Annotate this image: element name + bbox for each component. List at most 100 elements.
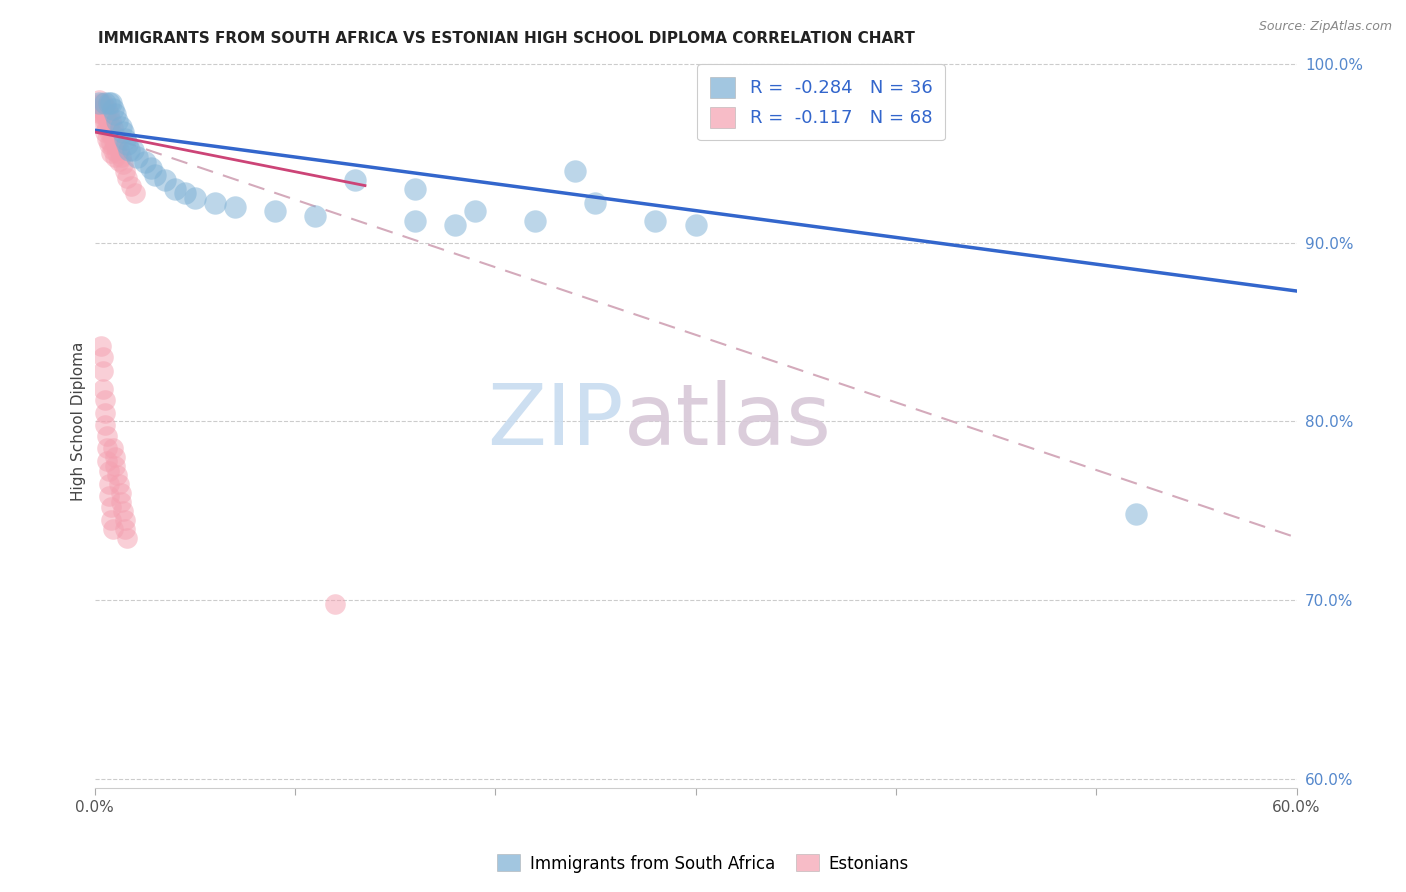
Point — [1125, 508, 1147, 522]
Point — [100, 146, 122, 161]
Point — [115, 531, 138, 545]
Point — [91, 107, 114, 121]
Point — [444, 218, 467, 232]
Point — [107, 153, 129, 168]
Point — [110, 120, 132, 134]
Point — [204, 196, 226, 211]
Point — [115, 171, 138, 186]
Point — [100, 136, 122, 150]
Point — [97, 107, 120, 121]
Point — [404, 182, 426, 196]
Point — [224, 200, 246, 214]
Point — [153, 173, 176, 187]
Point — [644, 214, 666, 228]
Point — [105, 136, 128, 150]
Point — [93, 107, 115, 121]
Point — [97, 490, 120, 504]
Y-axis label: High School Diploma: High School Diploma — [72, 342, 86, 501]
Point — [93, 125, 115, 139]
Point — [564, 164, 586, 178]
Point — [120, 178, 142, 193]
Point — [104, 150, 127, 164]
Point — [104, 107, 127, 121]
Point — [104, 137, 127, 152]
Point — [343, 173, 366, 187]
Point — [93, 392, 115, 407]
Point — [304, 209, 326, 223]
Point — [114, 132, 136, 146]
Point — [100, 96, 122, 111]
Point — [96, 120, 118, 134]
Point — [163, 182, 186, 196]
Point — [93, 417, 115, 432]
Point — [101, 121, 124, 136]
Point — [107, 143, 129, 157]
Point — [96, 132, 118, 146]
Point — [101, 143, 124, 157]
Point — [110, 486, 132, 500]
Point — [96, 442, 118, 456]
Point — [87, 93, 110, 107]
Point — [104, 450, 127, 465]
Point — [121, 143, 143, 157]
Point — [91, 96, 114, 111]
Point — [100, 125, 122, 139]
Point — [97, 96, 120, 111]
Point — [91, 382, 114, 396]
Point — [111, 504, 134, 518]
Point — [111, 125, 134, 139]
Point — [114, 513, 136, 527]
Point — [114, 522, 136, 536]
Point — [184, 191, 207, 205]
Point — [105, 114, 128, 128]
Point — [101, 442, 124, 456]
Point — [105, 146, 128, 161]
Point — [110, 150, 132, 164]
Point — [104, 459, 127, 474]
Point — [96, 454, 118, 468]
Point — [111, 157, 134, 171]
Point — [173, 186, 195, 200]
Point — [90, 107, 112, 121]
Point — [90, 339, 112, 353]
Point — [91, 350, 114, 364]
Point — [139, 161, 162, 175]
Point — [263, 203, 285, 218]
Point — [101, 522, 124, 536]
Point — [143, 168, 166, 182]
Point — [97, 116, 120, 130]
Point — [104, 128, 127, 143]
Point — [93, 114, 115, 128]
Point — [93, 102, 115, 116]
Point — [93, 405, 115, 419]
Point — [685, 218, 707, 232]
Point — [100, 500, 122, 515]
Point — [91, 114, 114, 128]
Text: IMMIGRANTS FROM SOUTH AFRICA VS ESTONIAN HIGH SCHOOL DIPLOMA CORRELATION CHART: IMMIGRANTS FROM SOUTH AFRICA VS ESTONIAN… — [98, 31, 915, 46]
Text: ZIP: ZIP — [486, 380, 623, 463]
Point — [91, 364, 114, 378]
Point — [115, 137, 138, 152]
Point — [100, 513, 122, 527]
Point — [107, 477, 129, 491]
Point — [100, 114, 122, 128]
Point — [117, 143, 139, 157]
Legend: Immigrants from South Africa, Estonians: Immigrants from South Africa, Estonians — [491, 847, 915, 880]
Point — [583, 196, 606, 211]
Point — [323, 597, 346, 611]
Point — [96, 111, 118, 125]
Point — [93, 96, 115, 111]
Point — [96, 102, 118, 116]
Point — [97, 465, 120, 479]
Point — [101, 102, 124, 116]
Point — [97, 137, 120, 152]
Point — [90, 96, 112, 111]
Point — [96, 429, 118, 443]
Point — [124, 186, 146, 200]
Point — [134, 155, 156, 169]
Point — [97, 477, 120, 491]
Point — [464, 203, 486, 218]
Point — [125, 150, 148, 164]
Point — [101, 132, 124, 146]
Point — [97, 125, 120, 139]
